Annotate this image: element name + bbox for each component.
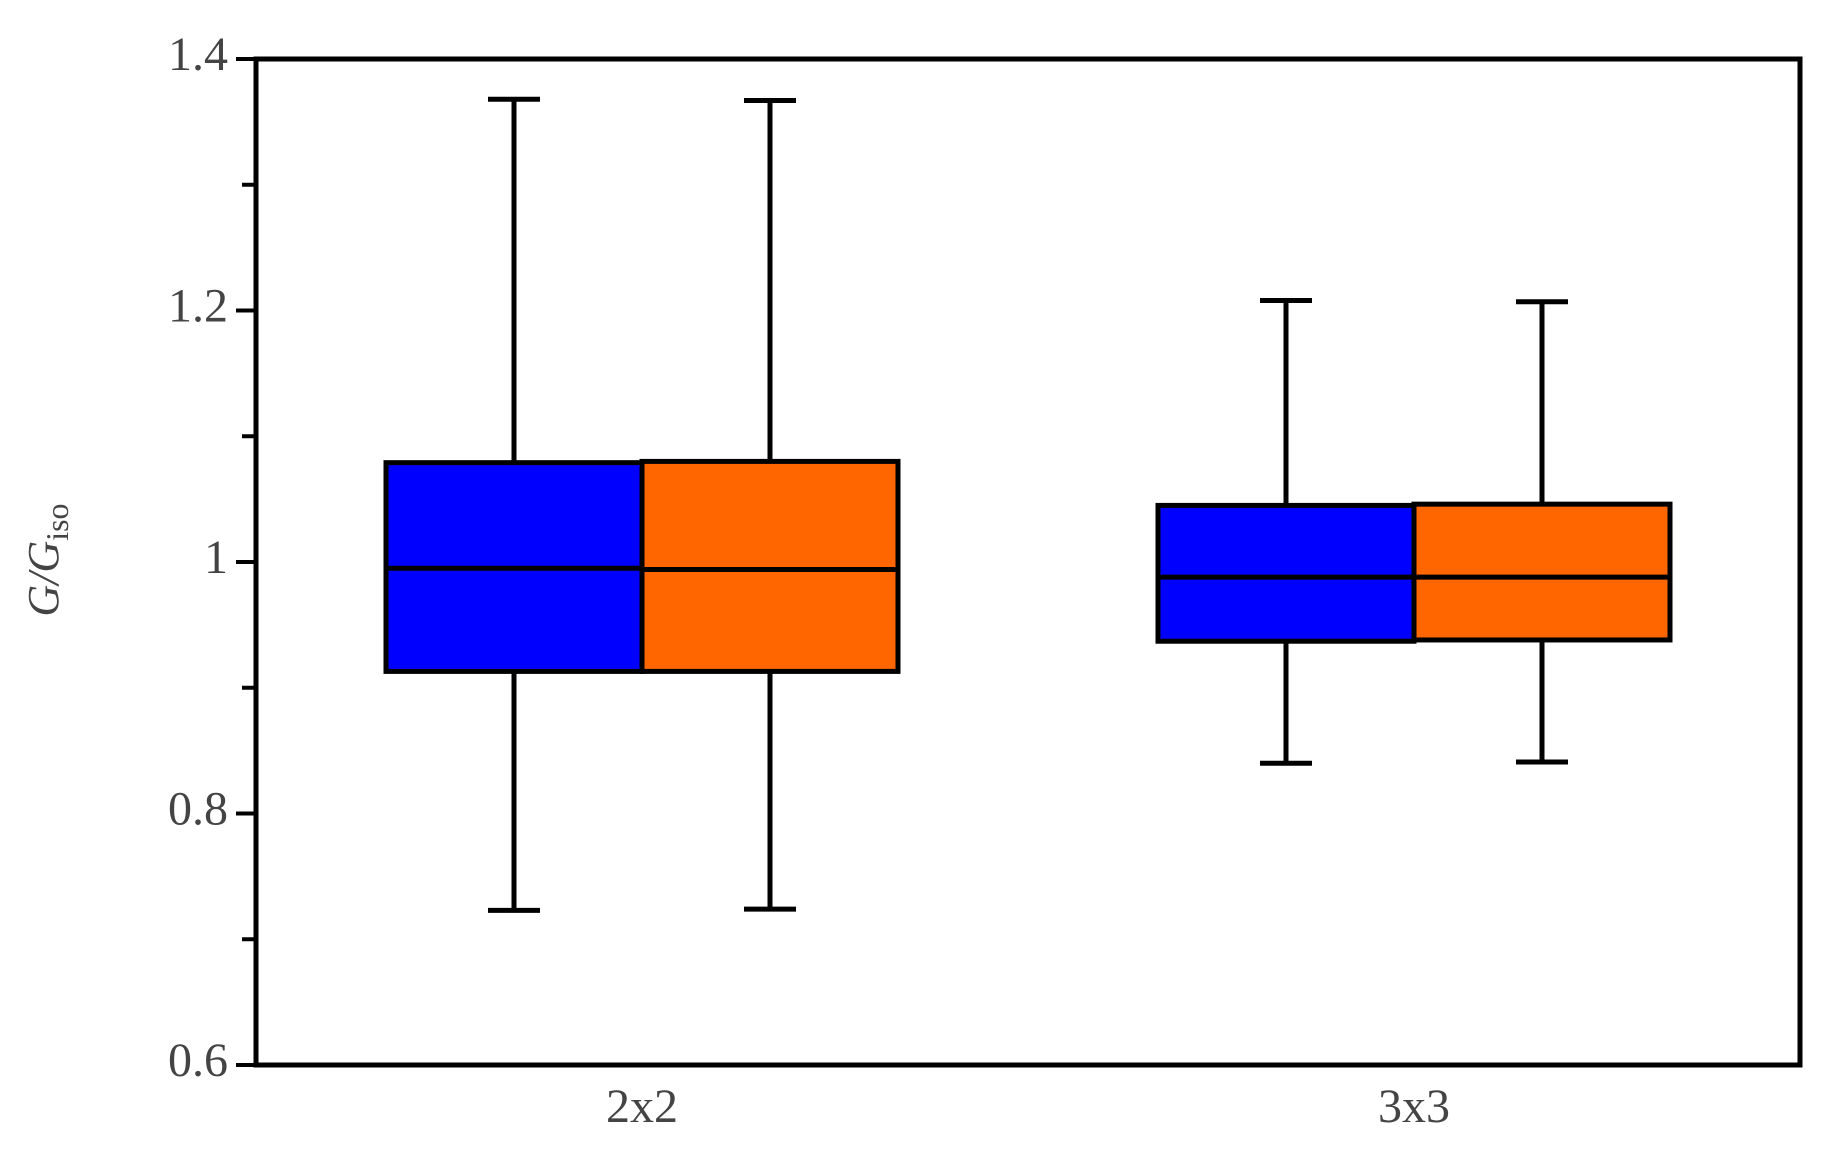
y-tick-label: 0.8: [168, 783, 228, 836]
y-tick-label: 0.6: [168, 1034, 228, 1087]
plot-frame: [253, 56, 1803, 1068]
y-axis-label-subscript: iso: [39, 503, 75, 540]
box: [639, 458, 901, 674]
y-tick-label: 1.2: [168, 280, 228, 333]
box: [1155, 502, 1417, 644]
y-axis-label-main: G/G: [19, 541, 68, 617]
y-tick-label: 1.4: [168, 28, 228, 81]
x-tick-label: 3x3: [1378, 1080, 1450, 1133]
y-tick-label: 1: [204, 531, 228, 584]
y-axis-label: G/Giso: [19, 503, 75, 616]
x-tick-label: 2x2: [606, 1080, 678, 1133]
box: [1411, 501, 1673, 643]
